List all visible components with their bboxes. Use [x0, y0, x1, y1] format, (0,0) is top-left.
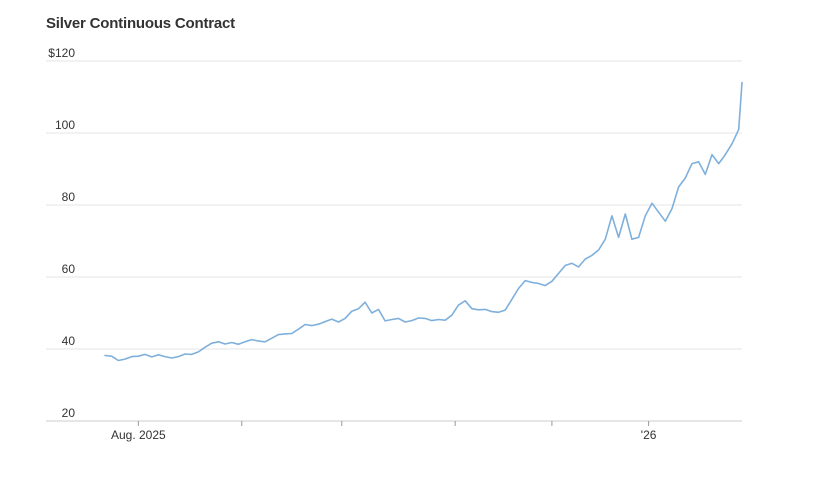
y-tick-label-80: 80 — [62, 190, 76, 204]
series-line-0 — [104, 81, 743, 362]
y-tick-label-120: $120 — [48, 46, 75, 60]
series-layer — [104, 81, 743, 362]
x-tick-label-5: '26 — [641, 428, 657, 442]
y-tick-label-100: 100 — [55, 118, 75, 132]
x-axis: Aug. 2025 '26 — [111, 421, 657, 442]
chart-title: Silver Continuous Contract — [46, 15, 235, 32]
x-tick-label-0: Aug. 2025 — [111, 428, 166, 442]
y-tick-label-40: 40 — [62, 334, 76, 348]
gridlines — [46, 60, 742, 422]
y-tick-label-60: 60 — [62, 262, 76, 276]
y-tick-label-20: 20 — [62, 406, 76, 420]
y-axis-tick-labels: 20 40 60 80 100 $120 — [48, 46, 75, 420]
